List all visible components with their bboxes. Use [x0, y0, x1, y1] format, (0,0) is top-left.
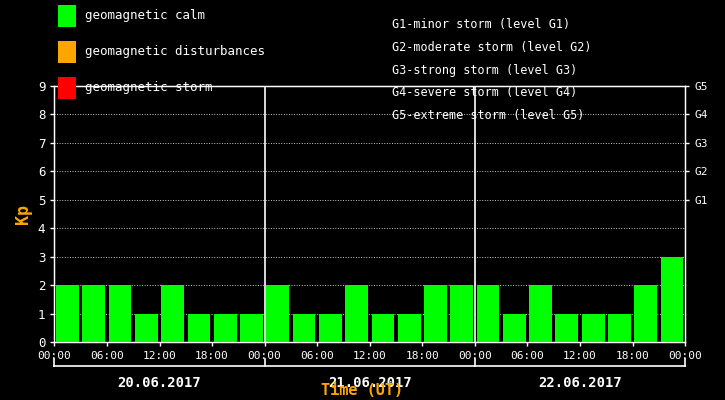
Text: 21.06.2017: 21.06.2017 [328, 376, 412, 390]
Bar [214, 314, 236, 342]
Text: G5-extreme storm (level G5): G5-extreme storm (level G5) [392, 109, 584, 122]
Bar [188, 314, 210, 342]
Text: G3-strong storm (level G3): G3-strong storm (level G3) [392, 64, 577, 77]
Bar [608, 314, 631, 342]
Bar [555, 314, 579, 342]
Bar [529, 285, 552, 342]
Bar [319, 314, 341, 342]
Y-axis label: Kp: Kp [14, 204, 33, 224]
Bar [266, 285, 289, 342]
Text: 22.06.2017: 22.06.2017 [538, 376, 622, 390]
Bar [503, 314, 526, 342]
Text: geomagnetic disturbances: geomagnetic disturbances [85, 46, 265, 58]
Text: Time (UT): Time (UT) [321, 383, 404, 398]
Bar [476, 285, 500, 342]
Bar [135, 314, 158, 342]
Bar [660, 257, 684, 342]
Bar [293, 314, 315, 342]
Bar [634, 285, 657, 342]
Bar [581, 314, 605, 342]
Text: G1-minor storm (level G1): G1-minor storm (level G1) [392, 18, 570, 31]
Text: 20.06.2017: 20.06.2017 [117, 376, 202, 390]
Bar [240, 314, 263, 342]
Text: geomagnetic storm: geomagnetic storm [85, 82, 212, 94]
Bar [398, 314, 420, 342]
Bar [83, 285, 105, 342]
Bar [371, 314, 394, 342]
Bar [109, 285, 131, 342]
Bar [161, 285, 184, 342]
Text: G4-severe storm (level G4): G4-severe storm (level G4) [392, 86, 577, 100]
Bar [56, 285, 79, 342]
Bar [450, 285, 473, 342]
Bar [424, 285, 447, 342]
Bar [345, 285, 368, 342]
Text: geomagnetic calm: geomagnetic calm [85, 10, 205, 22]
Text: G2-moderate storm (level G2): G2-moderate storm (level G2) [392, 41, 591, 54]
